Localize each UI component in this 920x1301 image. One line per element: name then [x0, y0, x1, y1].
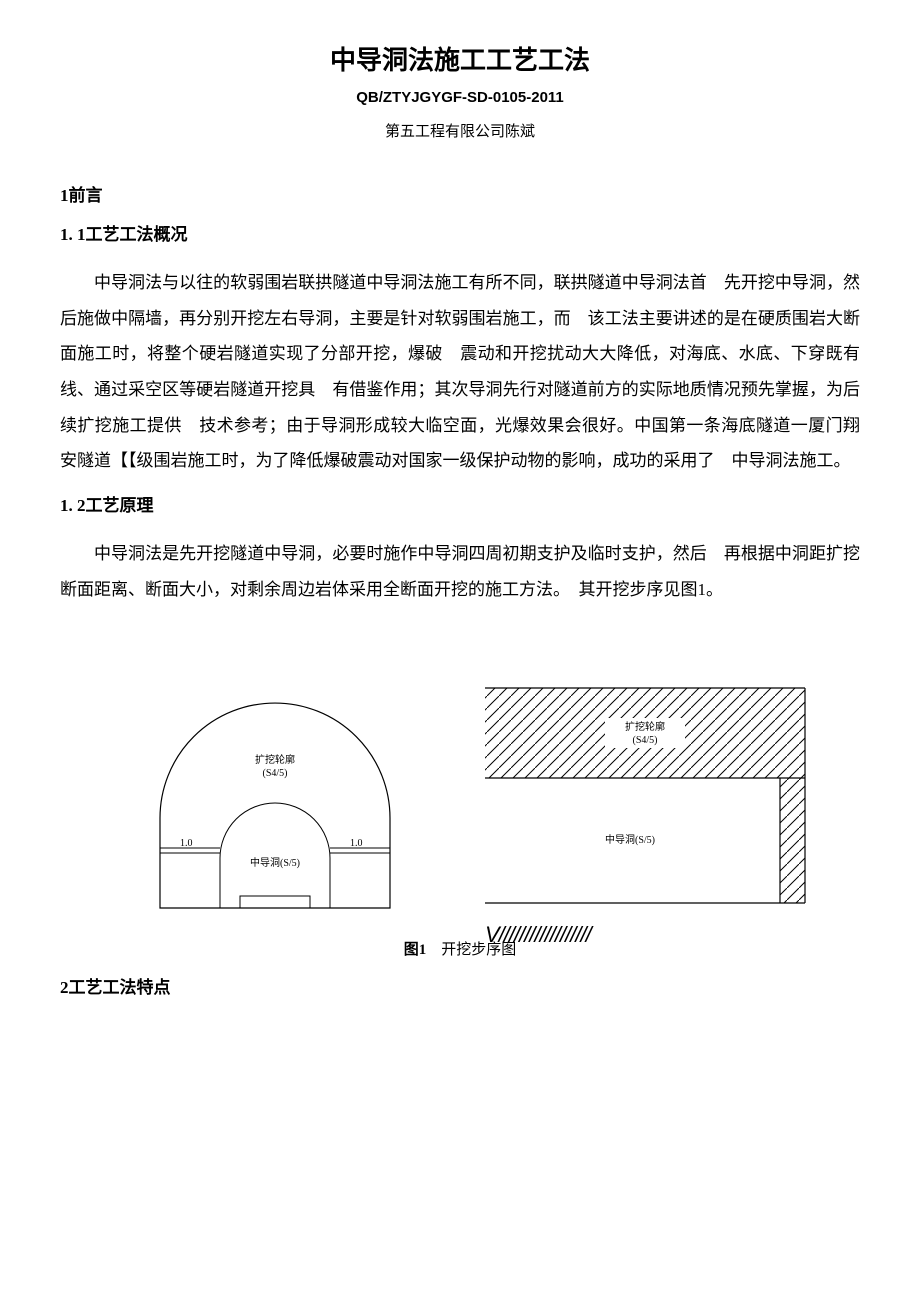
fig-right-label-top-1: 扩挖轮廓: [625, 720, 665, 733]
figure-1-caption: 图1 开挖步序图: [60, 938, 860, 959]
fig-right-label-mid: 中导洞(S/5): [605, 833, 655, 846]
heading-2: 2工艺工法特点: [60, 973, 860, 998]
paragraph-2: 中导洞法是先开挖隧道中导洞，必要时施作中导洞四周初期支护及临时支护，然后 再根据…: [60, 536, 860, 607]
fig-right-hatch-text: V//////////////////: [485, 922, 591, 948]
document-author: 第五工程有限公司陈斌: [60, 120, 860, 141]
heading-1: 1前言: [60, 181, 860, 206]
figure-caption-bold: 图1: [404, 942, 427, 958]
figure-left-cross-section: 1.0 1.0 扩挖轮廓 (S4/5) 中导洞(S/5): [105, 648, 445, 918]
heading-1-1: 1. 1工艺工法概况: [60, 220, 860, 245]
fig-left-mark-2: 1.0: [350, 838, 363, 849]
document-title: 中导洞法施工工艺工法: [60, 40, 860, 77]
heading-1-2: 1. 2工艺原理: [60, 491, 860, 516]
fig-left-label-mid: 中导洞(S/5): [250, 856, 300, 869]
fig-right-label-top-2: (S4/5): [633, 735, 658, 746]
document-code: QB/ZTYJGYGF-SD-0105-2011: [60, 89, 860, 106]
fig-left-label-top-1: 扩挖轮廓: [255, 753, 295, 766]
figure-right-longitudinal-section: 扩挖轮廓 (S4/5) 中导洞(S/5) V//////////////////: [475, 648, 815, 918]
fig-left-mark-1: 1.0: [180, 838, 193, 849]
figure-1: 1.0 1.0 扩挖轮廓 (S4/5) 中导洞(S/5): [60, 648, 860, 918]
paragraph-1: 中导洞法与以往的软弱围岩联拱隧道中导洞法施工有所不同，联拱隧道中导洞法首 先开挖…: [60, 265, 860, 479]
fig-left-label-top-2: (S4/5): [263, 768, 288, 779]
